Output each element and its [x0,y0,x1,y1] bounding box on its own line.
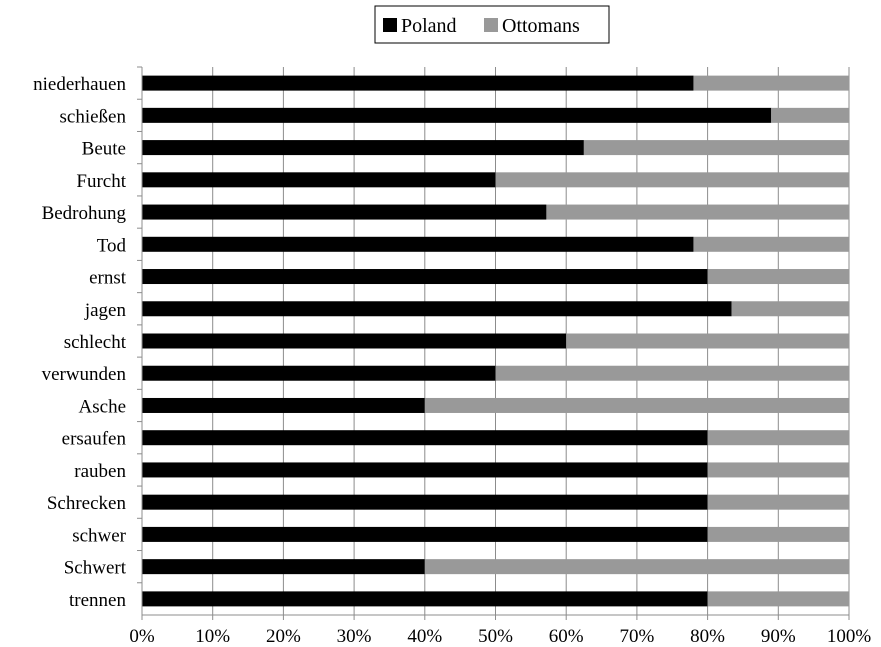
category-label: schießen [60,106,127,127]
x-tick-label: 80% [690,626,725,647]
category-label: Bedrohung [42,203,127,224]
bar-ottomans-8 [566,333,849,349]
bar-poland-7 [142,301,732,317]
bar-poland-1 [142,107,772,123]
x-tick-label: 0% [129,626,155,647]
bar-ottomans-6 [707,269,849,285]
bar-ottomans-5 [693,236,849,252]
bar-ottomans-11 [707,430,849,446]
bar-poland-6 [142,269,708,285]
category-label: Tod [97,235,127,256]
x-tick-label: 30% [337,626,372,647]
x-tick-label: 60% [549,626,584,647]
bar-ottomans-13 [707,494,849,510]
category-label: ernst [89,268,127,289]
bars [142,75,849,607]
bar-poland-3 [142,172,496,188]
x-tick-label: 10% [195,626,230,647]
bar-poland-5 [142,236,694,252]
category-label: Furcht [76,171,126,192]
bar-poland-12 [142,462,708,478]
bar-ottomans-15 [424,559,849,575]
x-tick-label: 20% [266,626,301,647]
legend-swatch-poland [383,18,397,32]
bar-ottomans-9 [495,365,849,381]
bar-poland-16 [142,591,708,607]
bar-poland-15 [142,559,425,575]
category-label: jagen [84,300,127,321]
x-tick-label: 100% [827,626,872,647]
bar-poland-14 [142,526,708,542]
category-label: schwer [72,525,126,546]
bar-poland-8 [142,333,567,349]
legend-label-poland: Poland [401,15,457,37]
bar-poland-2 [142,140,584,156]
category-label: Asche [79,396,126,417]
bar-poland-10 [142,397,425,413]
x-tick-label: 90% [761,626,796,647]
category-label: schlecht [64,332,127,353]
category-label: Schrecken [47,493,127,514]
category-label: rauben [74,461,126,482]
bar-poland-0 [142,75,694,91]
x-tick-label: 50% [478,626,513,647]
category-label: niederhauen [33,74,126,95]
bar-ottomans-2 [583,140,849,156]
bar-ottomans-7 [731,301,849,317]
category-labels: niederhauen schießen Beute Furcht Bedrohung T… [33,74,127,611]
x-tick-label: 70% [619,626,654,647]
category-label: trennen [69,590,126,611]
bar-poland-4 [142,204,547,220]
bar-ottomans-1 [771,107,849,123]
bar-ottomans-3 [495,172,849,188]
category-label: Schwert [64,558,127,579]
bar-ottomans-4 [546,204,849,220]
bar-ottomans-10 [424,397,849,413]
bar-ottomans-16 [707,591,849,607]
bar-ottomans-12 [707,462,849,478]
x-tick-labels: 0% 10% 20% 30% 40% 50% 60% 70% 80% 90% 100% [129,626,871,647]
category-label: Beute [82,139,126,160]
legend-swatch-ottomans [484,18,498,32]
category-label: ersaufen [62,429,127,450]
bar-poland-11 [142,430,708,446]
x-tick-label: 40% [407,626,442,647]
bar-poland-9 [142,365,496,381]
bar-ottomans-0 [693,75,849,91]
legend: Poland Ottomans [374,5,610,44]
category-label: verwunden [42,364,127,385]
axes [137,66,850,620]
bar-poland-13 [142,494,708,510]
bar-ottomans-14 [707,526,849,542]
legend-label-ottomans: Ottomans [502,15,580,37]
